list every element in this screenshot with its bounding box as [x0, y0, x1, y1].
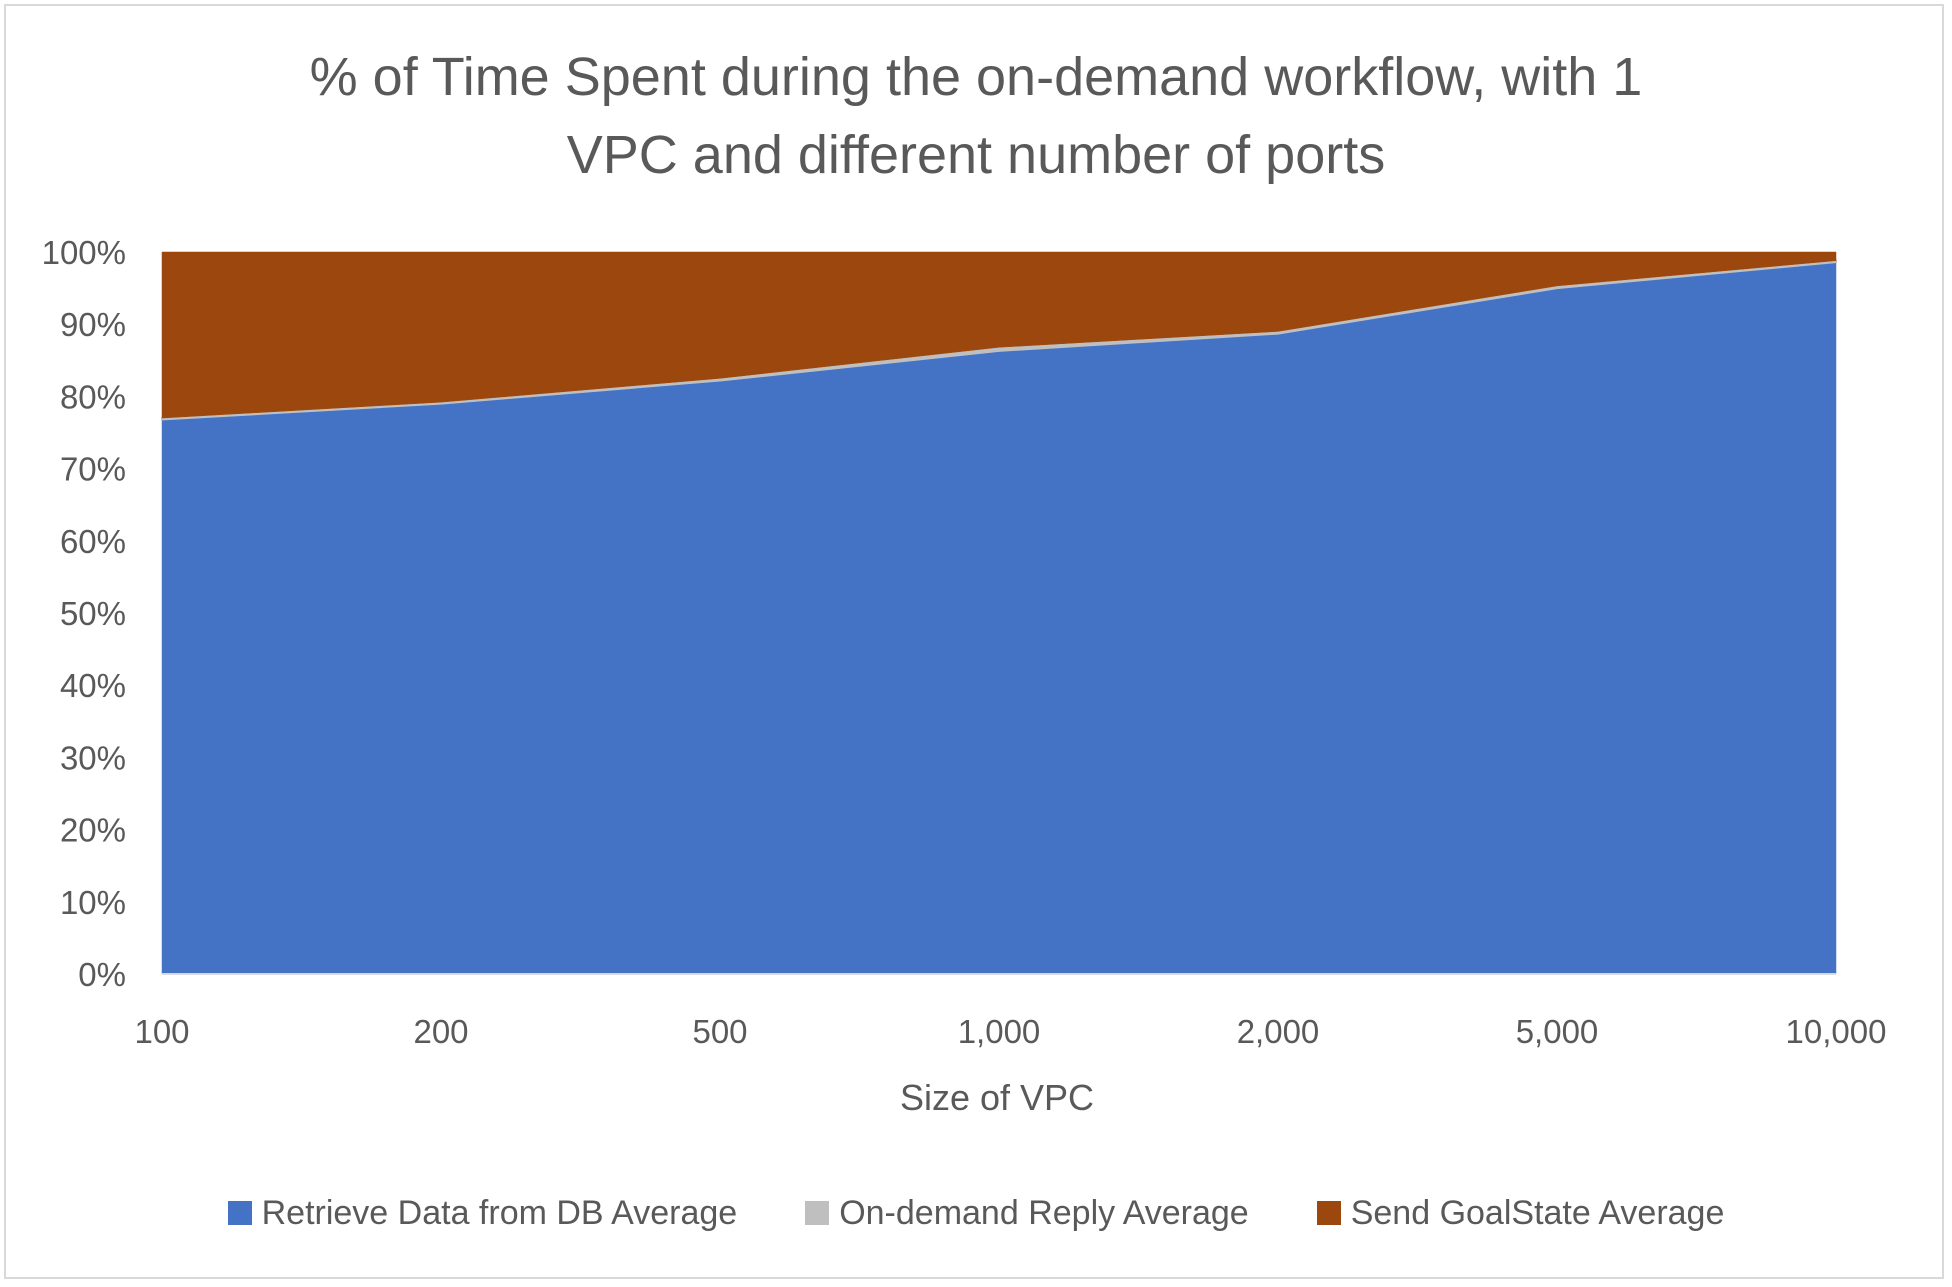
- y-tick-label: 100%: [42, 234, 126, 271]
- chart-title-line-1: % of Time Spent during the on-demand wor…: [309, 47, 1643, 107]
- x-tick-label: 1,000: [958, 1013, 1041, 1050]
- x-tick-label: 10,000: [1786, 1013, 1887, 1050]
- y-tick-label: 80%: [60, 378, 126, 415]
- x-axis-tick-labels: 100 200 500 1,000 2,000 5,000 10,000: [134, 1013, 1886, 1050]
- y-tick-label: 90%: [60, 306, 126, 343]
- area-series-group: [161, 251, 1837, 975]
- legend-item: Retrieve Data from DB Average: [227, 1193, 738, 1233]
- y-tick-label: 20%: [60, 812, 126, 849]
- x-tick-label: 5,000: [1516, 1013, 1599, 1050]
- legend-swatch: [227, 1201, 252, 1225]
- area-series-send-goalstate-average: [161, 251, 1837, 419]
- x-tick-label: 500: [692, 1013, 747, 1050]
- legend-swatch: [805, 1201, 830, 1225]
- y-tick-label: 40%: [60, 667, 126, 704]
- chart-title: % of Time Spent during the on-demand wor…: [0, 38, 1952, 194]
- chart-title-line-2: VPC and different number of ports: [566, 125, 1386, 185]
- y-tick-label: 10%: [60, 884, 126, 921]
- x-tick-label: 200: [413, 1013, 468, 1050]
- legend-label: On-demand Reply Average: [839, 1193, 1249, 1232]
- x-tick-label: 2,000: [1237, 1013, 1320, 1050]
- legend-item: Send GoalState Average: [1316, 1193, 1725, 1233]
- y-tick-label: 30%: [60, 739, 126, 776]
- y-tick-label: 50%: [60, 595, 126, 632]
- y-tick-label: 60%: [60, 523, 126, 560]
- legend-label: Retrieve Data from DB Average: [261, 1193, 738, 1232]
- x-tick-label: 100: [134, 1013, 189, 1050]
- legend-swatch: [1316, 1201, 1341, 1225]
- chart-legend: Retrieve Data from DB Average On-demand R…: [0, 1188, 1952, 1238]
- y-tick-label: 70%: [60, 451, 126, 488]
- x-axis-title: Size of VPC: [900, 1077, 1094, 1118]
- legend-item: On-demand Reply Average: [805, 1194, 1249, 1233]
- legend-label: Send GoalState Average: [1350, 1193, 1725, 1232]
- y-tick-label: 0%: [78, 956, 126, 993]
- y-axis-tick-labels: 0% 10% 20% 30% 40% 50% 60% 70% 80% 90% 100%: [42, 234, 126, 993]
